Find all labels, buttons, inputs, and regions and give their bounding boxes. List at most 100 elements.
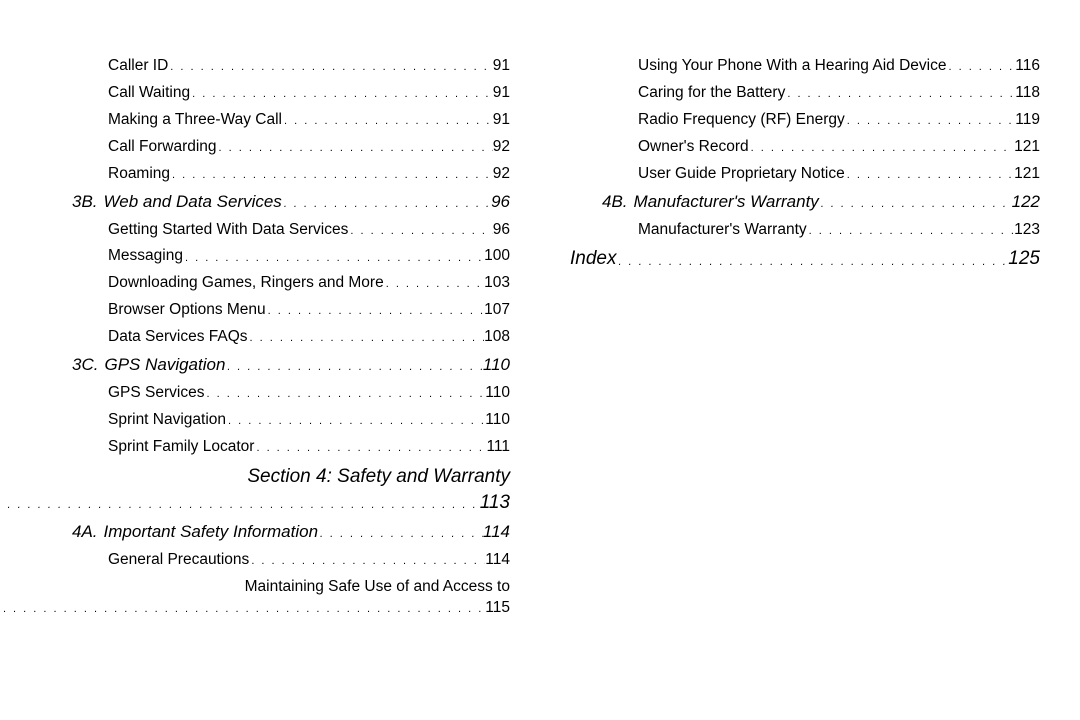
- toc-entry: Messaging. . . . . . . . . . . . . . . .…: [40, 246, 510, 267]
- dot-leader: . . . . . . . . . . . . . . . . . . . . …: [819, 197, 1012, 214]
- toc-entry: Sprint Navigation. . . . . . . . . . . .…: [40, 410, 510, 431]
- toc-entry: 3C.GPS Navigation. . . . . . . . . . . .…: [40, 354, 510, 377]
- toc-label: GPS Navigation: [104, 354, 225, 377]
- toc-label: Manufacturer's Warranty: [638, 220, 807, 241]
- dot-leader: . . . . . . . . . . . . . . . . . . . . …: [348, 224, 492, 241]
- dot-leader: . . . . . . . . . . . . . . . . . . . . …: [170, 168, 493, 185]
- toc-entry: Roaming. . . . . . . . . . . . . . . . .…: [40, 164, 510, 185]
- dot-leader: . . . . . . . . . . . . . . . . . . . . …: [225, 360, 482, 377]
- toc-prefix: 3B.: [72, 191, 98, 214]
- toc-entry: GPS Services. . . . . . . . . . . . . . …: [40, 383, 510, 404]
- dot-leader: . . . . . . . . . . . . . . . . . . . . …: [248, 331, 485, 348]
- dot-leader: . . . . . . . . . . . . . . . . . . . . …: [946, 60, 1015, 77]
- toc-page-number: 110: [485, 383, 510, 404]
- toc-page-number: 92: [493, 164, 510, 185]
- toc-page-number: 111: [486, 437, 510, 458]
- toc-page-number: 113: [480, 490, 510, 516]
- toc-page-number: 96: [493, 220, 510, 241]
- toc-label: GPS Services: [108, 383, 204, 404]
- toc-entry: Section 4: Safety and WarrantyInformatio…: [40, 464, 510, 515]
- toc-page-number: 114: [483, 521, 510, 544]
- toc-page-number: 121: [1014, 164, 1040, 185]
- toc-entry: Maintaining Safe Use of and Access toYou…: [40, 577, 510, 619]
- toc-entry: Caring for the Battery. . . . . . . . . …: [570, 83, 1040, 104]
- toc-label: Messaging: [108, 246, 183, 267]
- toc-entry: Radio Frequency (RF) Energy. . . . . . .…: [570, 110, 1040, 131]
- toc-entry: Owner's Record. . . . . . . . . . . . . …: [570, 137, 1040, 158]
- dot-leader: . . . . . . . . . . . . . . . . . . . . …: [168, 60, 492, 77]
- toc-page-number: 116: [1015, 56, 1040, 77]
- dot-leader: . . . . . . . . . . . . . . . . . . . . …: [249, 554, 485, 571]
- toc-label: Important Safety Information: [104, 521, 319, 544]
- dot-leader: . . . . . . . . . . . . . . . . . . . . …: [785, 87, 1015, 104]
- dot-leader: . . . . . . . . . . . . . . . . . . . . …: [226, 414, 485, 431]
- toc-label: Index: [570, 246, 616, 272]
- toc-entry: 4A. Important Safety Information. . . . .…: [40, 521, 510, 544]
- toc-label: Making a Three-Way Call: [108, 110, 282, 131]
- toc-label: Data Services FAQs: [108, 327, 248, 348]
- toc-prefix: 4B.: [602, 191, 628, 214]
- toc-label: Sprint Navigation: [108, 410, 226, 431]
- dot-leader: . . . . . . . . . . . . . . . . . . . . …: [807, 224, 1014, 241]
- dot-leader: . . . . . . . . . . . . . . . . . . . . …: [190, 87, 493, 104]
- toc-label: Manufacturer's Warranty: [634, 191, 819, 214]
- toc-entry: User Guide Proprietary Notice. . . . . .…: [570, 164, 1040, 185]
- toc-label: Using Your Phone With a Hearing Aid Devi…: [638, 56, 946, 77]
- toc-entry: 4B. Manufacturer's Warranty. . . . . . . …: [570, 191, 1040, 214]
- toc-entry: Getting Started With Data Services. . . …: [40, 220, 510, 241]
- toc-line: Information. . . . . . . . . . . . . . .…: [0, 490, 510, 516]
- toc-entry: Manufacturer's Warranty. . . . . . . . .…: [570, 220, 1040, 241]
- toc-page-number: 125: [1008, 246, 1040, 272]
- toc-entry: Sprint Family Locator. . . . . . . . . .…: [40, 437, 510, 458]
- dot-leader: . . . . . . . . . . . . . . . . . . . . …: [318, 527, 483, 544]
- toc-label: Call Forwarding: [108, 137, 217, 158]
- toc-entry: Index. . . . . . . . . . . . . . . . . .…: [570, 246, 1040, 272]
- dot-leader: . . . . . . . . . . . . . . . . . . . . …: [0, 498, 480, 515]
- toc-page-number: 114: [485, 550, 510, 571]
- toc-entry: Making a Three-Way Call. . . . . . . . .…: [40, 110, 510, 131]
- toc-label: Section 4: Safety and Warranty: [247, 464, 510, 490]
- toc-entry: Call Forwarding. . . . . . . . . . . . .…: [40, 137, 510, 158]
- dot-leader: . . . . . . . . . . . . . . . . . . . . …: [183, 251, 484, 268]
- toc-page-number: 100: [484, 246, 510, 267]
- toc-label: Sprint Family Locator: [108, 437, 254, 458]
- dot-leader: . . . . . . . . . . . . . . . . . . . . …: [266, 304, 484, 321]
- toc-entry: Caller ID. . . . . . . . . . . . . . . .…: [40, 56, 510, 77]
- toc-label: User Guide Proprietary Notice: [638, 164, 845, 185]
- toc-label: Caller ID: [108, 56, 168, 77]
- toc-label: Downloading Games, Ringers and More: [108, 273, 384, 294]
- toc-label: Caring for the Battery: [638, 83, 785, 104]
- toc-page-number: 108: [484, 327, 510, 348]
- toc-prefix: 4A.: [72, 521, 98, 544]
- toc-page-number: 115: [485, 598, 510, 619]
- toc-page-number: 91: [493, 56, 510, 77]
- toc-entry: General Precautions. . . . . . . . . . .…: [40, 550, 510, 571]
- toc-entry: 3B.Web and Data Services. . . . . . . . …: [40, 191, 510, 214]
- toc-page-number: 107: [484, 300, 510, 321]
- toc-label: Call Waiting: [108, 83, 190, 104]
- toc-page-number: 96: [491, 191, 510, 214]
- toc-label: Owner's Record: [638, 137, 749, 158]
- dot-leader: . . . . . . . . . . . . . . . . . . . . …: [204, 387, 485, 404]
- toc-column-right: Using Your Phone With a Hearing Aid Devi…: [570, 50, 1040, 625]
- toc-page-number: 119: [1015, 110, 1040, 131]
- toc-entry: Using Your Phone With a Hearing Aid Devi…: [570, 56, 1040, 77]
- toc-page-number: 121: [1014, 137, 1040, 158]
- toc-page-number: 91: [493, 83, 510, 104]
- toc-entry: Data Services FAQs. . . . . . . . . . . …: [40, 327, 510, 348]
- toc-label: Roaming: [108, 164, 170, 185]
- toc-page-number: 103: [484, 273, 510, 294]
- dot-leader: . . . . . . . . . . . . . . . . . . . . …: [282, 114, 493, 131]
- toc-entry: Call Waiting. . . . . . . . . . . . . . …: [40, 83, 510, 104]
- toc-label: Radio Frequency (RF) Energy: [638, 110, 845, 131]
- dot-leader: . . . . . . . . . . . . . . . . . . . . …: [616, 255, 1008, 272]
- dot-leader: . . . . . . . . . . . . . . . . . . . . …: [845, 114, 1016, 131]
- toc-entry: Browser Options Menu. . . . . . . . . . …: [40, 300, 510, 321]
- toc-page-number: 110: [485, 410, 510, 431]
- toc-page-number: 118: [1015, 83, 1040, 104]
- toc-label: Getting Started With Data Services: [108, 220, 348, 241]
- dot-leader: . . . . . . . . . . . . . . . . . . . . …: [282, 197, 491, 214]
- toc-page-number: 91: [493, 110, 510, 131]
- toc-label: Browser Options Menu: [108, 300, 266, 321]
- toc-line: Your Phone. . . . . . . . . . . . . . . …: [0, 598, 510, 619]
